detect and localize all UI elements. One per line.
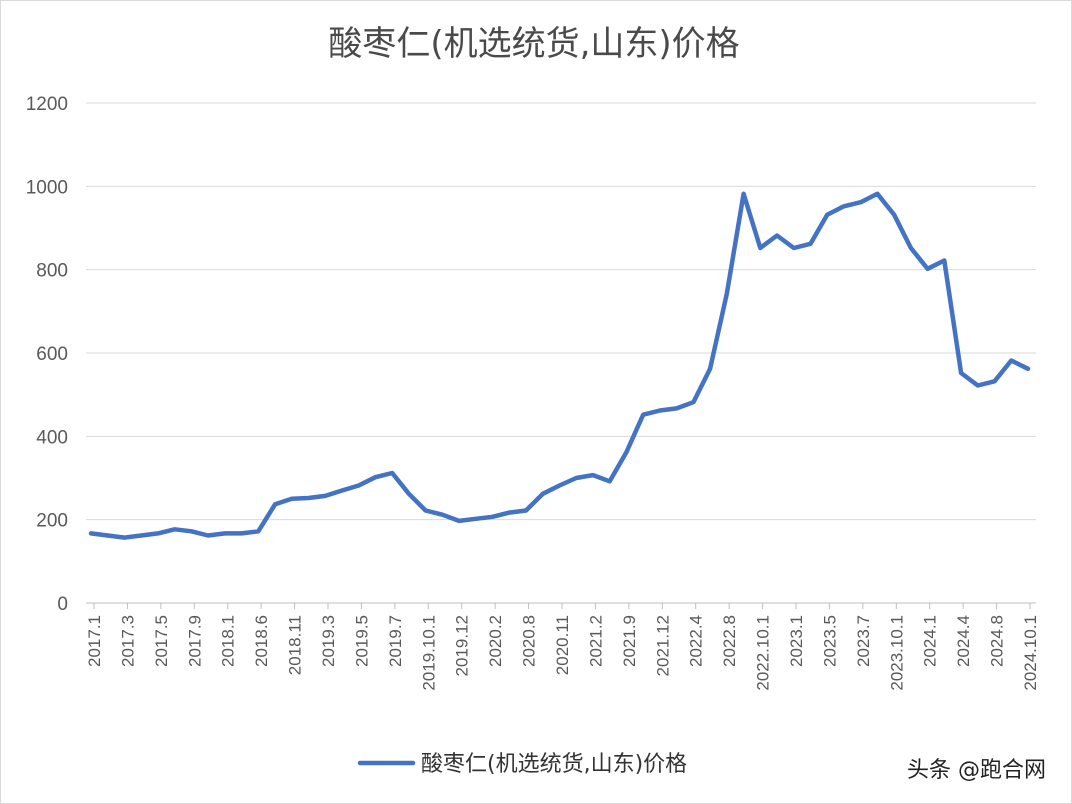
x-tick-label: 2020.8 [520,615,539,667]
x-tick-label: 2023.1 [787,615,806,667]
legend-label: 酸枣仁(机选统货,山东)价格 [421,752,687,777]
y-tick-label: 400 [36,427,68,448]
x-tick-label: 2024.1 [921,615,940,667]
y-tick-label: 200 [36,511,68,532]
chart-title: 酸枣仁(机选统货,山东)价格 [328,24,739,64]
x-tick-label: 2017.1 [85,615,104,667]
x-tick-label: 2019.3 [319,615,338,667]
legend: 酸枣仁(机选统货,山东)价格 [357,752,687,777]
x-tick-label: 2022.10.1 [754,615,773,691]
x-tick-label: 2019.5 [352,615,371,667]
x-tick-label: 2024.10.1 [1021,615,1040,691]
x-tick-label: 2022.4 [687,615,706,667]
series-line [88,191,1031,540]
x-tick-label: 2017.9 [185,615,204,667]
y-tick-label: 0 [57,594,68,615]
x-tick-label: 2017.3 [118,615,137,667]
x-tick-label: 2023.10.1 [887,615,906,691]
x-tick-label: 2020.2 [486,615,505,667]
y-tick-label: 800 [36,261,68,282]
x-tick-label: 2019.7 [386,615,405,667]
x-tick-label: 2022.8 [720,615,739,667]
x-tick-label: 2024.4 [954,615,973,667]
y-axis-ticks: 0 200 400 600 800 1000 1200 [26,94,68,615]
x-tick-label: 2020.11 [553,615,572,675]
watermark-text: 头条 @跑合网 [907,758,1046,783]
x-tick-label: 2019.10.1 [419,615,438,691]
y-tick-label: 600 [36,344,68,365]
x-tick-label: 2021.2 [586,615,605,667]
x-tick-label: 2017.5 [152,615,171,667]
x-tick-label: 2018.1 [219,615,238,667]
gridlines [86,102,1036,604]
x-tick-label: 2024.8 [988,615,1007,667]
x-tick-label: 2023.5 [820,615,839,667]
x-tick-label: 2018.6 [252,615,271,667]
x-tick-label: 2018.11 [286,615,305,675]
x-tick-label: 2021.12 [653,615,672,676]
x-tick-label: 2019.12 [453,615,472,676]
x-tick-label: 2021.9 [620,615,639,667]
x-tick-label: 2023.7 [854,615,873,667]
x-axis-ticks: 2017.1 2017.3 2017.5 2017.9 2018.1 2018.6 2018… [85,603,1040,691]
y-tick-label: 1200 [26,94,68,115]
y-tick-label: 1000 [26,177,68,198]
